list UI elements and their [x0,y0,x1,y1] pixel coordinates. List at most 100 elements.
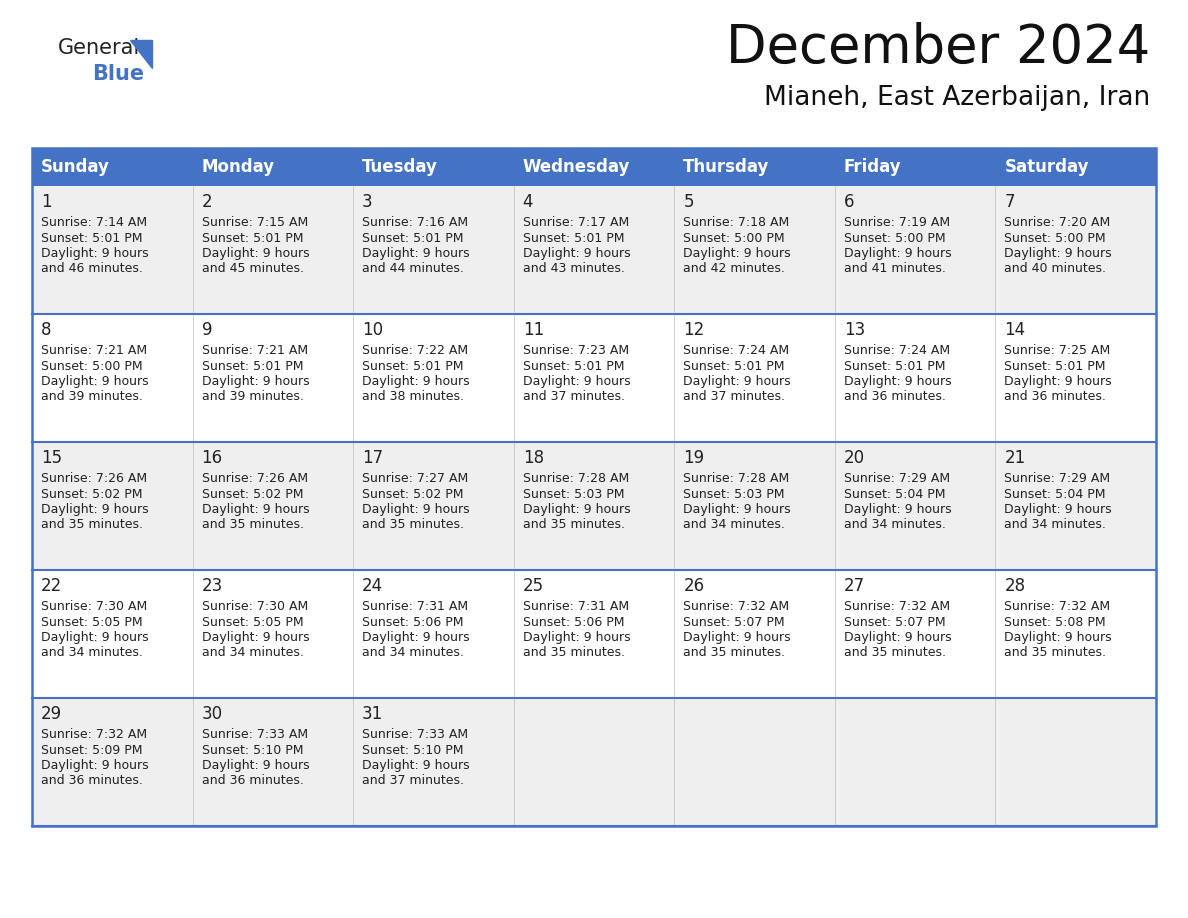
Text: and 35 minutes.: and 35 minutes. [362,519,465,532]
Text: Sunset: 5:06 PM: Sunset: 5:06 PM [523,615,624,629]
Text: Daylight: 9 hours: Daylight: 9 hours [202,759,309,772]
Text: and 37 minutes.: and 37 minutes. [523,390,625,404]
Text: Daylight: 9 hours: Daylight: 9 hours [42,759,148,772]
Text: Daylight: 9 hours: Daylight: 9 hours [1004,247,1112,260]
Text: Sunset: 5:07 PM: Sunset: 5:07 PM [683,615,785,629]
Bar [353,148,513,186]
Bar [835,148,996,186]
Bar [192,148,353,186]
Text: Daylight: 9 hours: Daylight: 9 hours [683,503,791,516]
Text: Daylight: 9 hours: Daylight: 9 hours [362,503,469,516]
Bar [192,186,353,314]
Text: Tuesday: Tuesday [362,158,438,176]
Text: and 43 minutes.: and 43 minutes. [523,263,625,275]
Text: Sunset: 5:01 PM: Sunset: 5:01 PM [1004,360,1106,373]
Text: 23: 23 [202,577,223,595]
Bar [32,570,192,698]
Text: and 42 minutes.: and 42 minutes. [683,263,785,275]
Text: and 39 minutes.: and 39 minutes. [202,390,303,404]
Text: 9: 9 [202,321,213,339]
Text: and 34 minutes.: and 34 minutes. [42,646,143,659]
Text: 2: 2 [202,193,213,211]
Text: Daylight: 9 hours: Daylight: 9 hours [1004,375,1112,388]
Text: and 44 minutes.: and 44 minutes. [362,263,465,275]
Bar [996,314,1156,442]
Text: Sunset: 5:01 PM: Sunset: 5:01 PM [683,360,785,373]
Text: Daylight: 9 hours: Daylight: 9 hours [42,247,148,260]
Bar [513,314,675,442]
Text: Sunset: 5:01 PM: Sunset: 5:01 PM [362,360,463,373]
Bar [996,148,1156,186]
Text: Daylight: 9 hours: Daylight: 9 hours [683,631,791,644]
Text: 30: 30 [202,705,222,723]
Text: Daylight: 9 hours: Daylight: 9 hours [843,503,952,516]
Text: Sunset: 5:01 PM: Sunset: 5:01 PM [523,360,624,373]
Text: Sunrise: 7:28 AM: Sunrise: 7:28 AM [683,472,790,485]
Text: Sunset: 5:04 PM: Sunset: 5:04 PM [843,487,946,500]
Text: Sunset: 5:01 PM: Sunset: 5:01 PM [843,360,946,373]
Text: Sunset: 5:00 PM: Sunset: 5:00 PM [42,360,143,373]
Text: Sunset: 5:03 PM: Sunset: 5:03 PM [523,487,624,500]
Text: Sunset: 5:00 PM: Sunset: 5:00 PM [1004,231,1106,244]
Bar [32,314,192,442]
Text: Sunset: 5:10 PM: Sunset: 5:10 PM [362,744,463,756]
Text: Sunset: 5:01 PM: Sunset: 5:01 PM [362,231,463,244]
Text: Sunset: 5:01 PM: Sunset: 5:01 PM [42,231,143,244]
Text: Sunrise: 7:29 AM: Sunrise: 7:29 AM [1004,472,1111,485]
Bar [675,442,835,570]
Text: and 36 minutes.: and 36 minutes. [843,390,946,404]
Text: Daylight: 9 hours: Daylight: 9 hours [683,247,791,260]
Text: Sunrise: 7:18 AM: Sunrise: 7:18 AM [683,216,790,229]
Text: Sunrise: 7:30 AM: Sunrise: 7:30 AM [42,600,147,613]
Bar [32,148,192,186]
Text: Sunset: 5:01 PM: Sunset: 5:01 PM [202,360,303,373]
Text: 14: 14 [1004,321,1025,339]
Text: 12: 12 [683,321,704,339]
Text: 7: 7 [1004,193,1015,211]
Text: Sunset: 5:04 PM: Sunset: 5:04 PM [1004,487,1106,500]
Text: Monday: Monday [202,158,274,176]
Text: and 36 minutes.: and 36 minutes. [42,775,143,788]
Text: Sunset: 5:01 PM: Sunset: 5:01 PM [523,231,624,244]
Text: Sunrise: 7:23 AM: Sunrise: 7:23 AM [523,344,628,357]
Text: Sunrise: 7:32 AM: Sunrise: 7:32 AM [42,728,147,741]
Text: Sunrise: 7:20 AM: Sunrise: 7:20 AM [1004,216,1111,229]
Text: and 45 minutes.: and 45 minutes. [202,263,304,275]
Text: Daylight: 9 hours: Daylight: 9 hours [683,375,791,388]
Text: 13: 13 [843,321,865,339]
Text: General: General [58,38,140,58]
Text: Sunset: 5:08 PM: Sunset: 5:08 PM [1004,615,1106,629]
Text: and 37 minutes.: and 37 minutes. [683,390,785,404]
Text: Sunrise: 7:19 AM: Sunrise: 7:19 AM [843,216,950,229]
Text: Thursday: Thursday [683,158,770,176]
Text: 16: 16 [202,449,222,467]
Text: December 2024: December 2024 [726,22,1150,74]
Text: Daylight: 9 hours: Daylight: 9 hours [1004,631,1112,644]
Bar [675,698,835,826]
Text: 4: 4 [523,193,533,211]
Text: Daylight: 9 hours: Daylight: 9 hours [362,631,469,644]
Text: Sunset: 5:02 PM: Sunset: 5:02 PM [202,487,303,500]
Text: Saturday: Saturday [1004,158,1089,176]
Text: and 36 minutes.: and 36 minutes. [1004,390,1106,404]
Bar [835,314,996,442]
Bar [513,698,675,826]
Bar [192,442,353,570]
Text: Sunday: Sunday [42,158,109,176]
Bar [835,442,996,570]
Bar [353,698,513,826]
Text: 21: 21 [1004,449,1025,467]
Bar [32,148,1156,826]
Text: Sunset: 5:05 PM: Sunset: 5:05 PM [42,615,143,629]
Text: Sunset: 5:05 PM: Sunset: 5:05 PM [202,615,303,629]
Bar [513,186,675,314]
Text: Daylight: 9 hours: Daylight: 9 hours [523,247,631,260]
Bar [513,442,675,570]
Bar [192,314,353,442]
Bar [32,186,192,314]
Text: Sunrise: 7:25 AM: Sunrise: 7:25 AM [1004,344,1111,357]
Text: Sunset: 5:01 PM: Sunset: 5:01 PM [202,231,303,244]
Bar [353,442,513,570]
Text: 27: 27 [843,577,865,595]
Bar [675,186,835,314]
